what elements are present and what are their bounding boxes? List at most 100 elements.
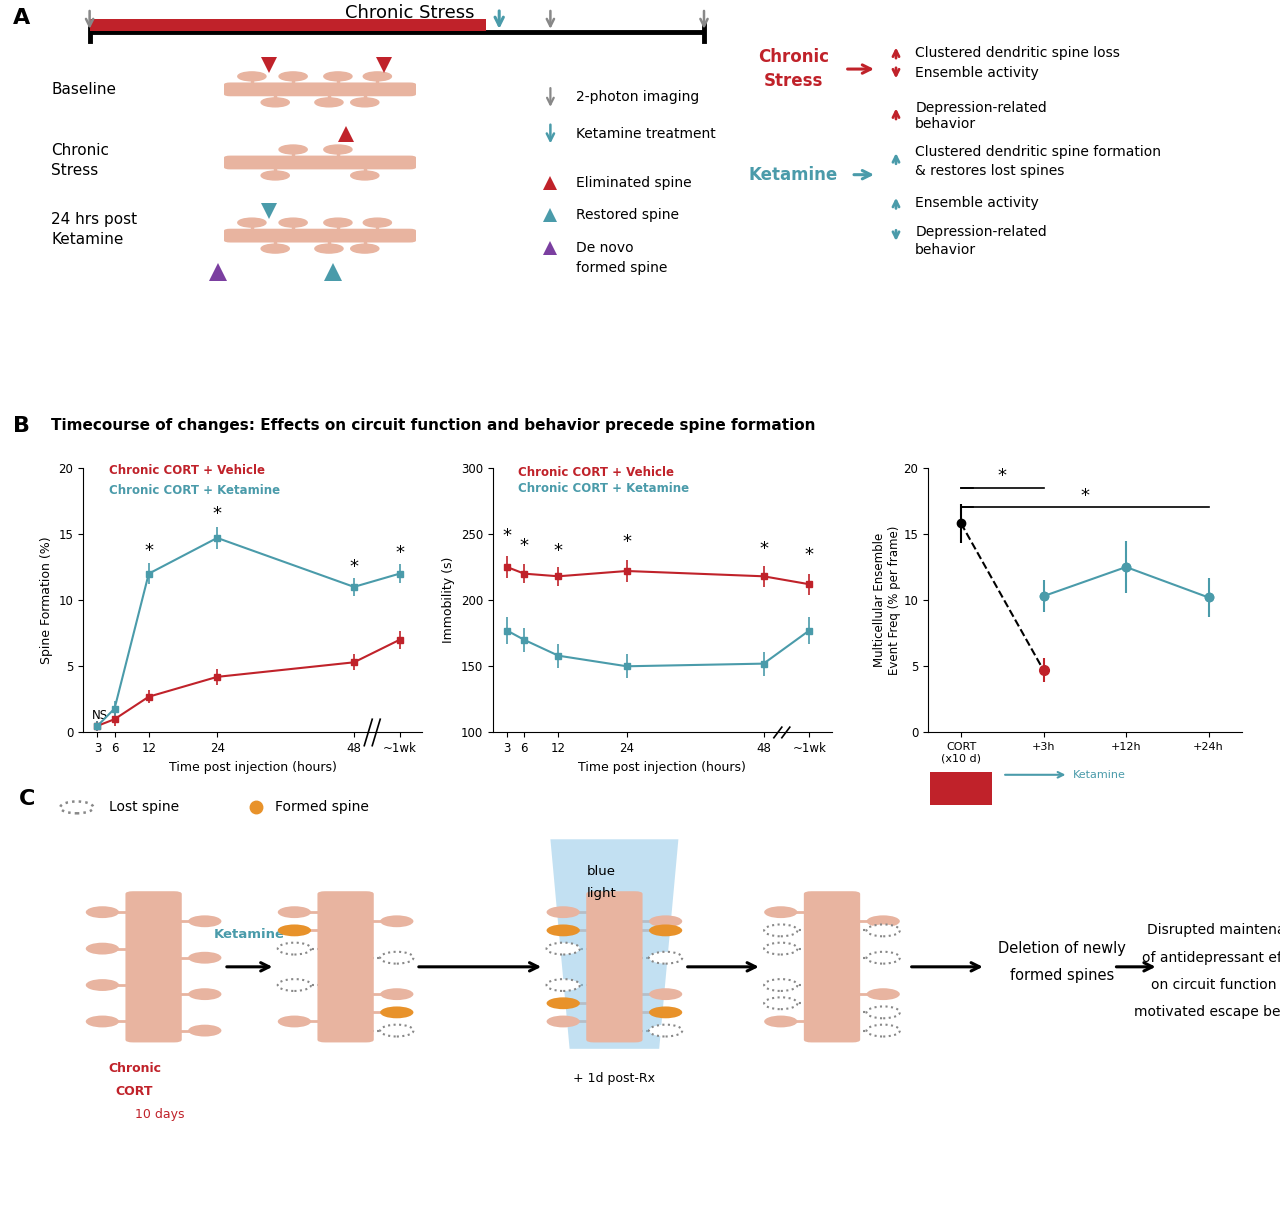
Circle shape (278, 979, 311, 991)
Text: 10 days: 10 days (136, 1108, 184, 1121)
Text: *: * (503, 527, 512, 544)
Text: Ketamine treatment: Ketamine treatment (576, 127, 716, 142)
FancyBboxPatch shape (224, 82, 416, 96)
Circle shape (764, 924, 797, 937)
FancyBboxPatch shape (224, 229, 416, 243)
Circle shape (279, 145, 307, 154)
FancyBboxPatch shape (224, 155, 416, 170)
Text: B: B (13, 416, 29, 436)
Text: Clustered dendritic spine loss: Clustered dendritic spine loss (915, 46, 1120, 60)
Circle shape (324, 145, 352, 154)
Text: *: * (396, 544, 404, 561)
Circle shape (315, 98, 343, 107)
Text: De novo: De novo (576, 241, 634, 255)
Text: Stress: Stress (764, 73, 823, 90)
Circle shape (188, 988, 221, 1000)
Text: formed spines: formed spines (1010, 969, 1115, 984)
Circle shape (351, 171, 379, 180)
Text: light: light (586, 888, 617, 900)
X-axis label: Time post injection (hours): Time post injection (hours) (169, 761, 337, 774)
Polygon shape (550, 840, 678, 1049)
Text: *: * (622, 533, 631, 551)
Text: CORT
(x10 d): CORT (x10 d) (942, 777, 980, 799)
Text: *: * (998, 467, 1007, 485)
Text: Chronic CORT + Vehicle: Chronic CORT + Vehicle (109, 464, 265, 478)
Circle shape (867, 924, 900, 937)
Text: Clustered dendritic spine formation: Clustered dendritic spine formation (915, 145, 1161, 159)
Circle shape (764, 979, 797, 991)
Y-axis label: Spine Formation (%): Spine Formation (%) (40, 537, 52, 664)
Text: + 1d post-Rx: + 1d post-Rx (573, 1071, 655, 1085)
Text: formed spine: formed spine (576, 261, 667, 275)
Text: Restored spine: Restored spine (576, 208, 678, 223)
Text: Formed spine: Formed spine (275, 800, 369, 815)
Text: Chronic: Chronic (758, 48, 829, 66)
Circle shape (547, 997, 580, 1009)
Circle shape (86, 979, 119, 991)
Circle shape (86, 943, 119, 954)
Circle shape (764, 943, 797, 954)
Circle shape (278, 1016, 311, 1028)
Text: *: * (520, 537, 529, 555)
Text: CORT: CORT (115, 1086, 154, 1098)
FancyBboxPatch shape (804, 891, 860, 1043)
Circle shape (547, 924, 580, 937)
Circle shape (238, 71, 266, 81)
Text: *: * (349, 559, 358, 576)
Circle shape (380, 916, 413, 927)
Text: motivated escape behavior: motivated escape behavior (1134, 1006, 1280, 1019)
Circle shape (649, 924, 682, 937)
Text: blue: blue (588, 864, 616, 878)
Y-axis label: Multicellular Ensemble
Event Freq (% per frame): Multicellular Ensemble Event Freq (% per… (873, 526, 901, 675)
FancyBboxPatch shape (90, 20, 486, 31)
Circle shape (278, 924, 311, 937)
Circle shape (238, 218, 266, 227)
Circle shape (547, 979, 580, 991)
Circle shape (86, 906, 119, 918)
Text: on circuit function and: on circuit function and (1151, 979, 1280, 992)
Text: Chronic Stress: Chronic Stress (344, 4, 475, 22)
Circle shape (867, 988, 900, 1000)
FancyBboxPatch shape (317, 891, 374, 1043)
Circle shape (649, 1007, 682, 1018)
Circle shape (867, 952, 900, 964)
Text: Lost spine: Lost spine (109, 800, 179, 815)
Text: Stress: Stress (51, 164, 99, 178)
Circle shape (351, 98, 379, 107)
Y-axis label: Immobility (s): Immobility (s) (443, 556, 456, 644)
Bar (929, 772, 992, 805)
Circle shape (867, 916, 900, 927)
Text: A: A (13, 9, 29, 28)
Text: Eliminated spine: Eliminated spine (576, 176, 691, 190)
Circle shape (649, 1024, 682, 1037)
Circle shape (380, 952, 413, 964)
Circle shape (261, 244, 289, 254)
Circle shape (547, 906, 580, 918)
Circle shape (764, 1016, 797, 1028)
Text: Deletion of newly: Deletion of newly (998, 942, 1126, 956)
Text: NS: NS (92, 709, 109, 721)
Circle shape (324, 218, 352, 227)
Circle shape (764, 997, 797, 1009)
Text: Chronic CORT + Vehicle: Chronic CORT + Vehicle (518, 465, 675, 479)
Circle shape (380, 988, 413, 1000)
Circle shape (261, 171, 289, 180)
Circle shape (261, 98, 289, 107)
Circle shape (867, 1007, 900, 1018)
Circle shape (86, 1016, 119, 1028)
FancyBboxPatch shape (586, 891, 643, 1043)
Text: Ensemble activity: Ensemble activity (915, 66, 1039, 80)
Circle shape (547, 943, 580, 954)
Text: of antidepressant effects: of antidepressant effects (1142, 950, 1280, 965)
Text: *: * (805, 547, 814, 564)
Text: Baseline: Baseline (51, 82, 116, 97)
Text: Timecourse of changes: Effects on circuit function and behavior precede spine fo: Timecourse of changes: Effects on circui… (51, 419, 815, 433)
Circle shape (380, 1024, 413, 1037)
Text: Disrupted maintenance: Disrupted maintenance (1147, 923, 1280, 937)
Text: C: C (19, 789, 36, 809)
Text: Depression-related: Depression-related (915, 101, 1047, 114)
Text: *: * (145, 543, 154, 560)
Text: *: * (212, 506, 221, 523)
Text: Chronic CORT + Ketamine: Chronic CORT + Ketamine (109, 484, 280, 497)
Circle shape (364, 71, 392, 81)
